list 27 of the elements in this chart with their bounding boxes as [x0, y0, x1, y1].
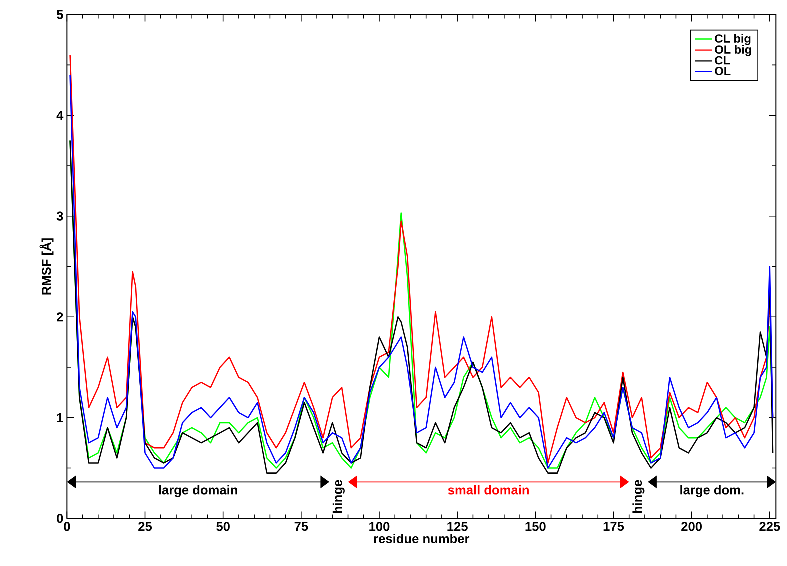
- annotation: large domain: [159, 485, 238, 498]
- x-tick-label: 200: [682, 522, 702, 532]
- x-tick-label: 25: [138, 522, 152, 532]
- y-tick-label: 0: [57, 514, 64, 524]
- legend-label: CL big: [715, 34, 751, 46]
- x-tick-label: 175: [604, 522, 624, 532]
- x-tick-label: 0: [64, 522, 70, 532]
- y-tick-label: 1: [57, 413, 64, 422]
- annotation: hinge: [332, 480, 345, 514]
- x-tick-label: 50: [216, 522, 230, 532]
- x-tick-label: 75: [294, 522, 308, 532]
- y-tick-label: 4: [56, 111, 64, 120]
- x-tick-label: 150: [526, 522, 546, 532]
- x-tick-label: 100: [370, 522, 390, 532]
- y-axis-title: RMSF [Å]: [40, 238, 54, 295]
- x-axis-title: residue number: [374, 534, 470, 544]
- legend-label: OL: [715, 67, 731, 76]
- annotation: large dom.: [680, 485, 744, 498]
- y-tick-label: 3: [56, 212, 64, 221]
- x-tick-label: 225: [760, 522, 780, 532]
- legend-label: CL: [715, 56, 730, 65]
- y-tick-label: 5: [56, 10, 64, 20]
- legend-label: OL big: [715, 45, 752, 56]
- x-tick-label: 125: [448, 522, 468, 532]
- annotation: hinge: [632, 480, 645, 514]
- y-tick-label: 2: [57, 312, 64, 322]
- annotation: small domain: [448, 485, 529, 495]
